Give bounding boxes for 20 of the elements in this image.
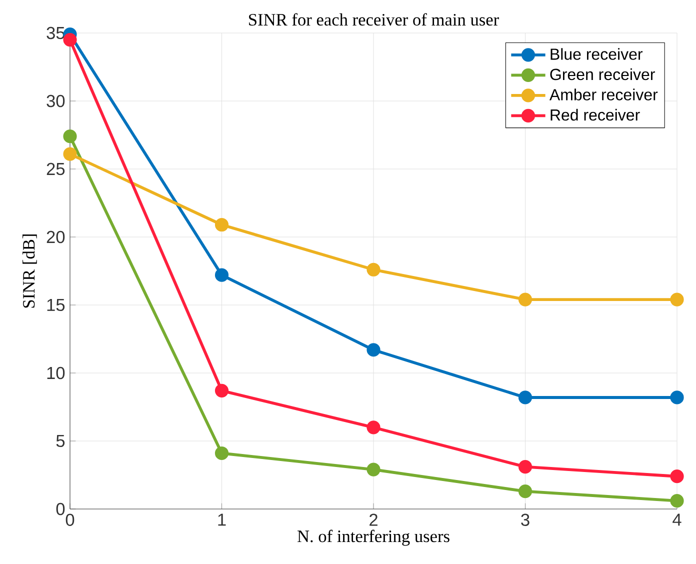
y-tick-label: 0 [56, 502, 65, 516]
legend-label: Blue receiver [550, 48, 643, 60]
x-tick-label: 1 [218, 514, 226, 526]
y-tick-label: 5 [56, 434, 65, 448]
legend-label: Red receiver [550, 108, 640, 121]
x-tick-label: 3 [521, 514, 530, 526]
x-axis-title: N. of interfering users [297, 530, 450, 546]
y-tick-label: 25 [46, 162, 65, 176]
y-tick-label: 35 [46, 26, 65, 40]
x-tick-label: 0 [66, 514, 74, 526]
y-tick-label: 20 [46, 230, 65, 244]
y-tick-label: 30 [46, 94, 65, 108]
y-axis-title: SINR [dB] [22, 234, 37, 308]
y-tick-label: 15 [47, 298, 65, 312]
legend-label: Amber receiver [549, 88, 658, 100]
x-tick-label: 4 [672, 514, 682, 526]
legend-label: Green receiver [550, 68, 655, 80]
x-tick-label: 2 [370, 514, 378, 526]
chart-title: SINR for each receiver of main user [249, 13, 499, 26]
y-tick-label: 10 [47, 366, 65, 380]
